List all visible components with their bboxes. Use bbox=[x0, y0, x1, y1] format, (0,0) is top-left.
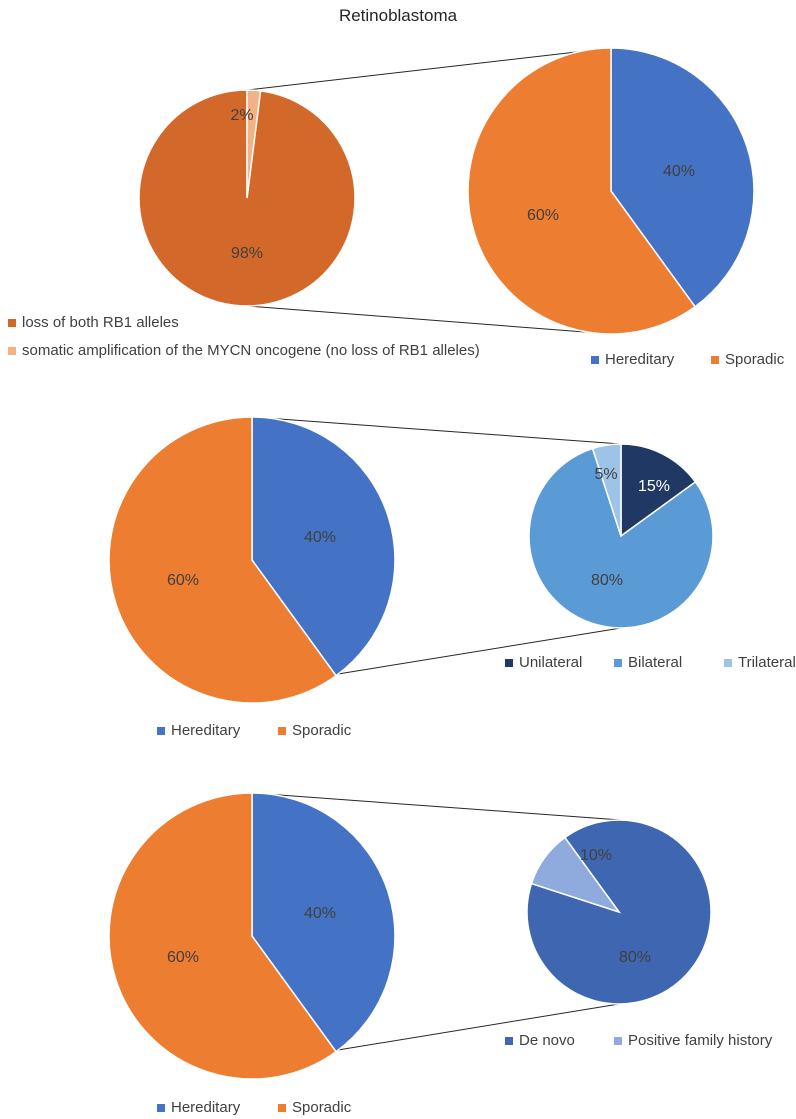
legend-swatch bbox=[8, 319, 16, 327]
data-label: 98% bbox=[231, 245, 263, 262]
legend-entry: somatic amplification of the MYCN oncoge… bbox=[22, 342, 480, 359]
legend-swatch bbox=[614, 659, 622, 667]
legend-entry: De novo bbox=[519, 1032, 575, 1049]
legend-entry: Hereditary bbox=[171, 1099, 241, 1116]
data-label: 5% bbox=[594, 466, 617, 483]
connector-line bbox=[246, 305, 612, 335]
legend-swatch bbox=[278, 1104, 286, 1112]
legend-entry: Unilateral bbox=[519, 654, 582, 671]
legend: Unilateral Bilateral Trilateral bbox=[505, 654, 796, 671]
pie-chart-2: 40% 60% Hereditary Sporadic bbox=[467, 47, 785, 368]
pie-chart-5: 40% 60% Hereditary Sporadic bbox=[108, 792, 396, 1116]
pie-slice bbox=[591, 443, 622, 537]
legend-entry: Hereditary bbox=[605, 351, 675, 368]
connector-line bbox=[251, 792, 622, 821]
legend-entry: Bilateral bbox=[628, 654, 682, 671]
legend-entry: Trilateral bbox=[738, 654, 796, 671]
data-label: 2% bbox=[230, 107, 253, 124]
pie-slice bbox=[246, 89, 262, 199]
data-label: 40% bbox=[304, 905, 336, 922]
data-label: 60% bbox=[167, 949, 199, 966]
legend-swatch bbox=[8, 347, 16, 355]
legend-swatch bbox=[591, 356, 599, 364]
legend-swatch bbox=[505, 1037, 513, 1045]
data-label: 80% bbox=[619, 949, 651, 966]
pie-slice bbox=[530, 836, 621, 914]
pie-slice bbox=[108, 792, 338, 1080]
pie-slice bbox=[620, 443, 697, 538]
data-label: 15% bbox=[638, 478, 670, 495]
pie-chart-1: 98% 2% loss of both RB1 alleles somatic amp… bbox=[8, 89, 480, 359]
legend-entry: Positive family history bbox=[628, 1032, 773, 1049]
pie-slice bbox=[251, 792, 396, 1053]
legend-entry: Hereditary bbox=[171, 722, 241, 739]
pie-slice bbox=[108, 416, 338, 704]
legend-swatch bbox=[157, 1104, 165, 1112]
legend-swatch bbox=[278, 727, 286, 735]
legend: Hereditary Sporadic bbox=[157, 1099, 352, 1116]
legend-swatch bbox=[724, 659, 732, 667]
legend-entry: loss of both RB1 alleles bbox=[22, 314, 179, 331]
legend: Hereditary Sporadic bbox=[157, 722, 352, 739]
data-label: 10% bbox=[580, 847, 612, 864]
legend-swatch bbox=[157, 727, 165, 735]
legend-swatch bbox=[711, 356, 719, 364]
data-label: 80% bbox=[591, 572, 623, 589]
legend-entry: Sporadic bbox=[292, 1099, 352, 1116]
legend-entry: Sporadic bbox=[725, 351, 785, 368]
legend-swatch bbox=[505, 659, 513, 667]
legend-entry: Sporadic bbox=[292, 722, 352, 739]
pie-slice bbox=[467, 47, 697, 335]
connector-line bbox=[337, 1003, 620, 1051]
legend: De novo Positive family history bbox=[505, 1032, 773, 1049]
connector-line bbox=[251, 416, 622, 445]
pie-slice bbox=[528, 447, 714, 629]
chart-title: Retinoblastoma bbox=[338, 6, 458, 25]
data-label: 40% bbox=[304, 529, 336, 546]
legend-swatch bbox=[614, 1037, 622, 1045]
pie-chart-4: 15% 80% 5% Unilateral Bilateral Trilateral bbox=[505, 443, 796, 671]
connector-line bbox=[246, 47, 612, 91]
data-label: 60% bbox=[167, 572, 199, 589]
pie-slice bbox=[610, 47, 755, 308]
legend: Hereditary Sporadic bbox=[591, 351, 785, 368]
legend: loss of both RB1 alleles somatic amplific… bbox=[8, 314, 480, 359]
data-label: 60% bbox=[527, 207, 559, 224]
connector-line bbox=[337, 627, 622, 675]
pie-chart-3: 40% 60% Hereditary Sporadic bbox=[108, 416, 396, 739]
pie-slice bbox=[251, 416, 396, 677]
pie-chart-6: 80% 10% De novo Positive family history bbox=[505, 819, 773, 1049]
data-label: 40% bbox=[663, 163, 695, 180]
